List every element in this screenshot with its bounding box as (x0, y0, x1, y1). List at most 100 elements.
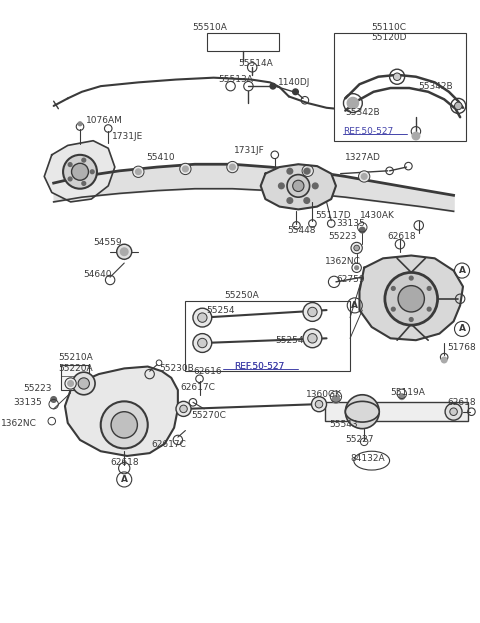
Circle shape (90, 170, 94, 174)
Circle shape (391, 307, 395, 311)
Circle shape (450, 408, 457, 416)
Text: 33135: 33135 (13, 398, 42, 407)
Text: REF.50-527: REF.50-527 (234, 362, 284, 371)
Circle shape (315, 401, 323, 408)
Text: 55543: 55543 (329, 421, 358, 429)
Circle shape (198, 313, 207, 322)
Circle shape (287, 168, 293, 174)
Circle shape (354, 403, 371, 420)
Text: 55110C: 55110C (372, 23, 407, 32)
Ellipse shape (354, 451, 390, 470)
Circle shape (393, 73, 401, 80)
Circle shape (345, 395, 379, 429)
Circle shape (198, 338, 207, 348)
Circle shape (308, 307, 317, 316)
Circle shape (63, 155, 97, 189)
Text: 62618: 62618 (110, 458, 139, 467)
Circle shape (82, 181, 85, 185)
Text: 1731JE: 1731JE (112, 131, 143, 141)
Circle shape (229, 164, 235, 170)
Circle shape (72, 372, 95, 395)
Circle shape (398, 285, 424, 312)
Text: 55342B: 55342B (419, 82, 454, 90)
Text: 1360GK: 1360GK (306, 390, 342, 399)
Circle shape (278, 183, 284, 189)
Circle shape (304, 197, 310, 203)
Text: 55448: 55448 (287, 226, 315, 235)
Circle shape (312, 183, 318, 189)
Circle shape (304, 168, 310, 174)
Text: 33135: 33135 (336, 219, 365, 228)
Text: 55510A: 55510A (192, 23, 228, 32)
Text: 55410: 55410 (146, 153, 175, 162)
Circle shape (72, 163, 88, 180)
Text: 1362NC: 1362NC (324, 257, 360, 265)
Circle shape (120, 248, 128, 255)
Text: 1362NC: 1362NC (1, 419, 37, 427)
Text: A: A (458, 325, 466, 333)
Bar (61, 364, 89, 390)
Text: 55250A: 55250A (225, 292, 259, 300)
Circle shape (332, 396, 340, 403)
Circle shape (287, 174, 310, 197)
Text: 54640: 54640 (84, 270, 112, 279)
Circle shape (409, 276, 413, 280)
Circle shape (68, 177, 72, 181)
Text: 55513A: 55513A (218, 75, 253, 84)
Circle shape (193, 308, 212, 327)
Text: 55119A: 55119A (391, 388, 425, 397)
Text: 55230B: 55230B (159, 364, 194, 373)
Circle shape (193, 333, 212, 353)
Text: 55223: 55223 (24, 384, 52, 392)
Circle shape (117, 244, 132, 259)
Polygon shape (65, 366, 178, 456)
Circle shape (351, 242, 362, 254)
Circle shape (308, 333, 317, 343)
Circle shape (427, 287, 431, 290)
Circle shape (111, 412, 137, 438)
Circle shape (270, 83, 276, 89)
Text: REF.50-527: REF.50-527 (234, 362, 284, 371)
Text: 62618: 62618 (388, 232, 416, 241)
Circle shape (68, 163, 72, 166)
Text: 55254: 55254 (275, 336, 303, 345)
Text: 55117D: 55117D (315, 211, 351, 221)
Circle shape (359, 171, 370, 182)
Circle shape (441, 357, 447, 363)
Circle shape (82, 158, 85, 162)
Bar (185, 301, 350, 371)
Circle shape (409, 318, 413, 321)
Circle shape (68, 381, 73, 386)
Ellipse shape (345, 401, 379, 422)
Text: 1430AK: 1430AK (360, 211, 395, 221)
Circle shape (312, 397, 326, 412)
Text: 84132A: 84132A (350, 454, 384, 464)
Circle shape (182, 166, 188, 172)
Circle shape (65, 378, 76, 389)
Text: 62759: 62759 (336, 275, 365, 285)
Text: 1076AM: 1076AM (85, 115, 122, 125)
Text: 1731JF: 1731JF (234, 146, 265, 155)
Circle shape (78, 378, 89, 389)
Text: A: A (458, 266, 466, 275)
Text: A: A (121, 475, 128, 484)
Polygon shape (360, 255, 463, 340)
Text: 51768: 51768 (447, 343, 476, 352)
Text: 1140DJ: 1140DJ (277, 78, 310, 87)
Bar (334, 32, 466, 141)
Circle shape (51, 397, 57, 402)
Bar (324, 402, 468, 421)
Circle shape (347, 97, 359, 109)
Text: 55120D: 55120D (372, 33, 407, 42)
Text: 55270C: 55270C (192, 411, 227, 420)
Circle shape (180, 405, 187, 412)
Text: 55227: 55227 (345, 435, 374, 444)
Text: 55514A: 55514A (238, 59, 273, 68)
Circle shape (427, 307, 431, 311)
Text: A: A (351, 301, 358, 310)
Circle shape (78, 122, 82, 126)
Circle shape (455, 102, 462, 110)
Circle shape (293, 89, 298, 95)
Text: 54559: 54559 (93, 238, 122, 247)
Circle shape (399, 394, 405, 399)
